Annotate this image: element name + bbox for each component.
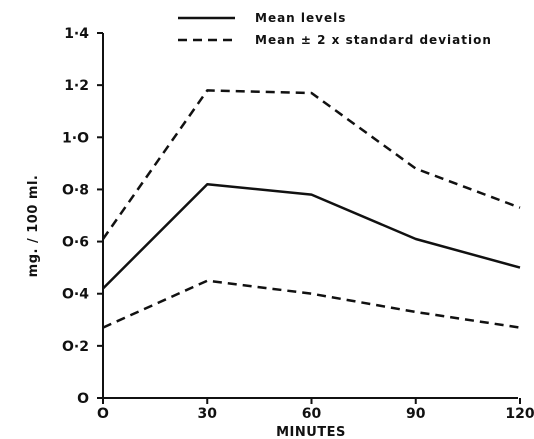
x-tick-label: 30 (198, 406, 218, 422)
series-line-lower-bound (102, 279, 521, 329)
y-tick-label: 1·O (62, 130, 89, 146)
series-layer (101, 89, 521, 329)
x-tick-label: 120 (505, 406, 534, 422)
y-ticks: O O·2 O·4 O·6 O·8 1·O 1·2 1·4 (62, 26, 103, 407)
x-tick-label: O (97, 406, 109, 422)
x-tick-label: 60 (302, 406, 322, 422)
x-tick-label: 90 (406, 406, 426, 422)
x-ticks: O 30 60 90 120 (97, 398, 534, 422)
series-line-upper-bound (101, 89, 521, 240)
y-tick-label: 1·4 (64, 26, 89, 42)
series-line-mean (102, 182, 521, 290)
y-axis-title: mg. / 100 ml. (26, 175, 41, 278)
y-tick-label: O (77, 391, 89, 407)
y-tick-label: O·8 (62, 182, 89, 198)
y-tick-label: O·6 (62, 235, 89, 251)
x-axis-title: MINUTES (276, 425, 346, 439)
y-tick-label: O·2 (62, 339, 89, 355)
legend-label-mean: Mean levels (255, 11, 346, 25)
y-tick-label: 1·2 (64, 78, 89, 94)
legend: Mean levels Mean ± 2 x standard deviatio… (178, 11, 492, 47)
y-tick-label: O·4 (62, 287, 89, 303)
legend-label-sd: Mean ± 2 x standard deviation (255, 33, 492, 47)
